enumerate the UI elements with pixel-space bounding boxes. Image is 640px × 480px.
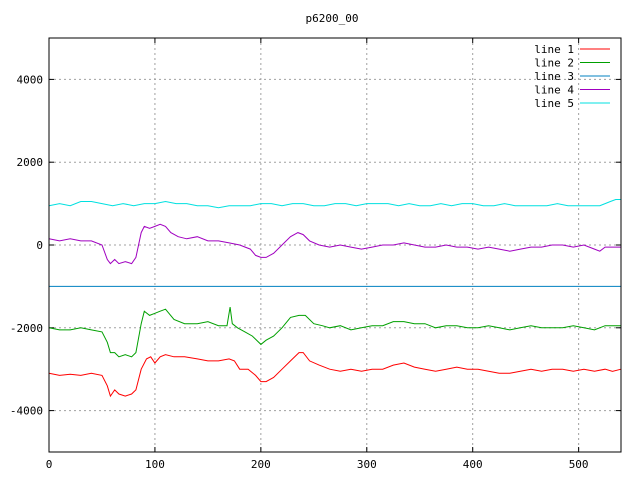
x-tick-label: 0 (46, 458, 53, 471)
series-line-2 (48, 307, 621, 358)
series-group (48, 199, 622, 398)
x-axis: 0 100 200 300 400 500 (46, 38, 589, 471)
grid (49, 38, 621, 452)
y-tick-label: -4000 (10, 405, 43, 418)
legend-label: line 4 (534, 84, 574, 97)
x-tick-label: 400 (463, 458, 483, 471)
legend-label: line 2 (534, 57, 574, 70)
legend-label: line 1 (534, 43, 574, 56)
legend-label: line 5 (534, 97, 574, 110)
x-tick-label: 500 (569, 458, 589, 471)
series-line-5 (48, 199, 621, 209)
series-line-1 (48, 352, 622, 398)
x-tick-label: 300 (357, 458, 377, 471)
plot-frame (48, 37, 622, 453)
y-tick-label: 0 (36, 239, 43, 252)
legend-label: line 3 (534, 70, 574, 83)
y-axis: -4000 -2000 0 2000 4000 (10, 73, 621, 418)
series-line-4 (48, 223, 621, 265)
y-tick-label: -2000 (10, 322, 43, 335)
y-tick-label: 4000 (17, 73, 44, 86)
y-tick-label: 2000 (17, 156, 44, 169)
x-tick-label: 200 (251, 458, 271, 471)
x-tick-label: 100 (145, 458, 165, 471)
chart-title: p6200_00 (306, 12, 359, 25)
